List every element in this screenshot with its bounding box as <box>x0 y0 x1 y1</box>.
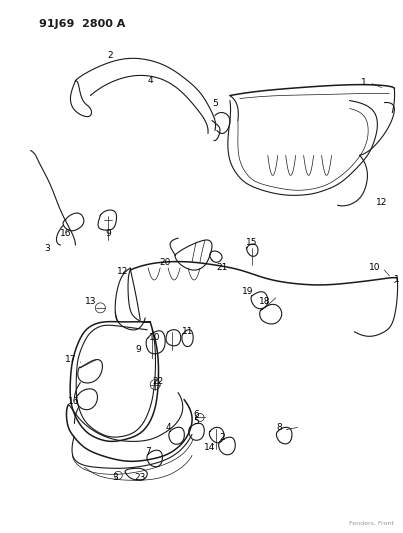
Text: 2: 2 <box>219 433 225 442</box>
Text: 1: 1 <box>361 78 367 87</box>
Text: 2: 2 <box>108 51 113 60</box>
Text: 20: 20 <box>160 257 171 266</box>
Text: 11: 11 <box>182 327 194 336</box>
Text: 10: 10 <box>150 333 161 342</box>
Text: 4: 4 <box>165 423 171 432</box>
Text: 18: 18 <box>259 297 270 306</box>
Text: 12: 12 <box>116 268 128 277</box>
Text: 3: 3 <box>112 473 118 482</box>
Text: 16: 16 <box>60 229 71 238</box>
Text: 7: 7 <box>145 447 151 456</box>
Text: 9: 9 <box>135 345 141 354</box>
Text: 21: 21 <box>216 263 228 272</box>
Text: 91J69  2800 A: 91J69 2800 A <box>39 19 125 29</box>
Text: 4: 4 <box>147 76 153 85</box>
Text: 15: 15 <box>246 238 258 247</box>
Text: 19: 19 <box>242 287 253 296</box>
Text: 14: 14 <box>204 443 216 452</box>
Text: 23: 23 <box>135 473 146 482</box>
Text: 6: 6 <box>193 410 199 419</box>
Text: 3: 3 <box>45 244 50 253</box>
Text: 12: 12 <box>376 198 387 207</box>
Text: 16: 16 <box>68 397 79 406</box>
Text: Fenders, Front: Fenders, Front <box>349 521 394 526</box>
Text: 5: 5 <box>212 99 218 108</box>
Text: 1: 1 <box>394 276 400 285</box>
Text: 9: 9 <box>106 229 111 238</box>
Text: 5: 5 <box>193 417 199 426</box>
Text: 22: 22 <box>152 377 164 386</box>
Text: 10: 10 <box>369 263 380 272</box>
Text: 17: 17 <box>65 355 76 364</box>
Text: 8: 8 <box>277 423 283 432</box>
Text: 13: 13 <box>85 297 96 306</box>
